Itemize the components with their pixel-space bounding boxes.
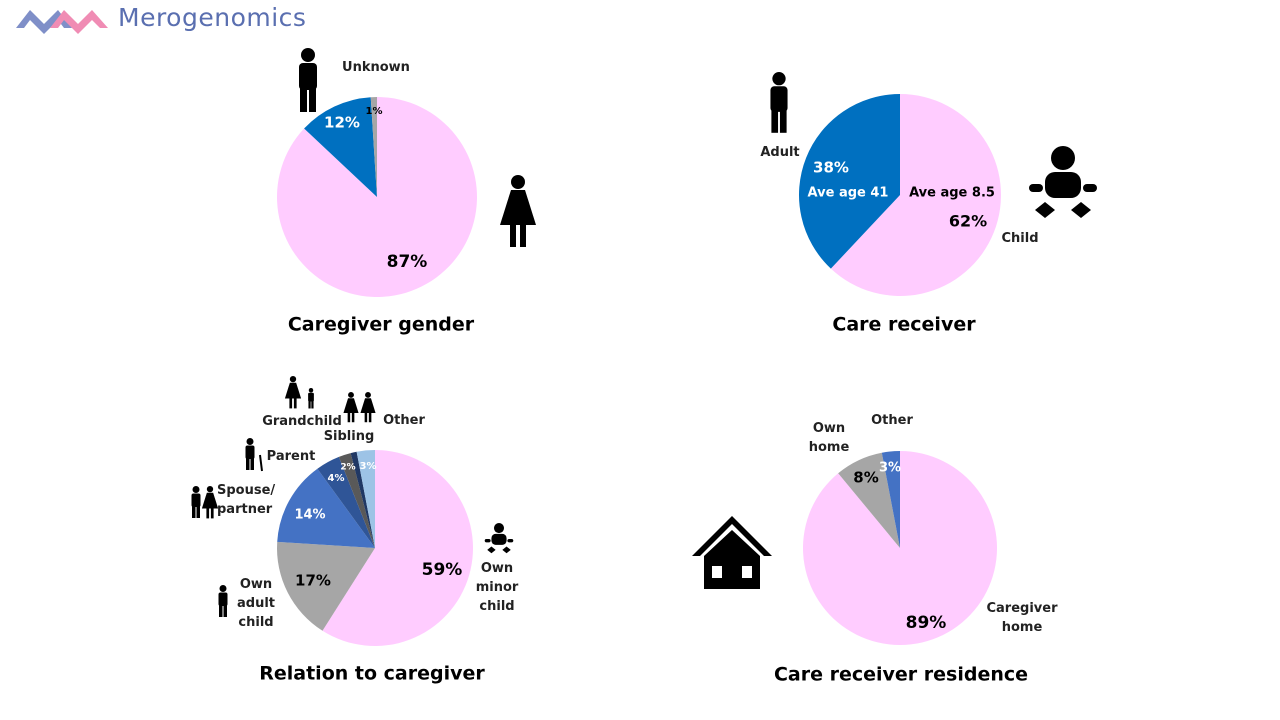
category-label: Parent [266,449,316,464]
chart-title: Care receiver [832,314,976,336]
value-label: 87% [387,252,428,272]
annotation: Ave age 41 [808,186,889,201]
category-label: Caregiver home [986,601,1058,635]
value-label: 17% [295,572,331,590]
value-label: 3% [360,461,377,472]
adult-icon [770,72,788,133]
pie-slice [356,449,375,548]
minor-child-icon [484,523,514,554]
pie-slice [830,94,1001,296]
house-icon [692,516,772,589]
annotation: Ave age 8.5 [909,186,995,201]
pie-slice [350,451,375,548]
category-label: Other [383,413,425,428]
couple-icon [191,486,219,519]
female-icon [500,175,536,247]
category-label: Own home [808,421,850,455]
logo-mark [16,10,108,34]
category-label: Own adult child [236,577,275,630]
value-label: 89% [906,613,947,633]
pie-slice [881,451,900,548]
logo-text: Merogenomics [118,3,307,32]
category-label: Child [1001,231,1039,246]
chart-title: Relation to caregiver [259,663,485,685]
category-label: Adult [760,145,800,160]
category-label: Other [871,413,913,428]
category-label: Grandchild [262,414,342,429]
pie-slice [277,468,375,548]
value-label: 62% [949,212,987,231]
male-icon [299,48,317,112]
siblings-icon [343,392,376,423]
value-label: 12% [324,114,360,132]
pie-slice [838,452,900,548]
value-label: 14% [294,508,325,523]
category-label: Sibling [323,429,375,444]
value-label: 59% [422,560,463,580]
parent-icon [245,438,263,472]
value-label: 38% [813,159,849,177]
pie-slice [338,453,375,548]
value-label: 8% [853,469,878,487]
chart-title: Caregiver gender [288,314,475,336]
pie-slice [276,97,477,297]
value-label: 3% [879,461,901,476]
grandparent-icon [284,376,314,409]
category-label: Own minor child [475,561,519,614]
adult-child-icon [218,585,228,617]
pie-slice [277,541,375,631]
child-icon [1029,146,1097,218]
value-label: 1% [366,106,383,117]
pie-slice [798,93,900,269]
pie-slice [317,456,375,548]
pie-slice [304,97,377,197]
chart-title: Care receiver residence [774,664,1028,686]
value-label: 2% [340,463,355,473]
value-label: 4% [328,473,345,484]
pie-slice [370,97,377,197]
pie-slice [322,450,473,646]
category-label: Spouse/ partner [217,483,276,517]
category-label: Unknown [342,60,410,75]
